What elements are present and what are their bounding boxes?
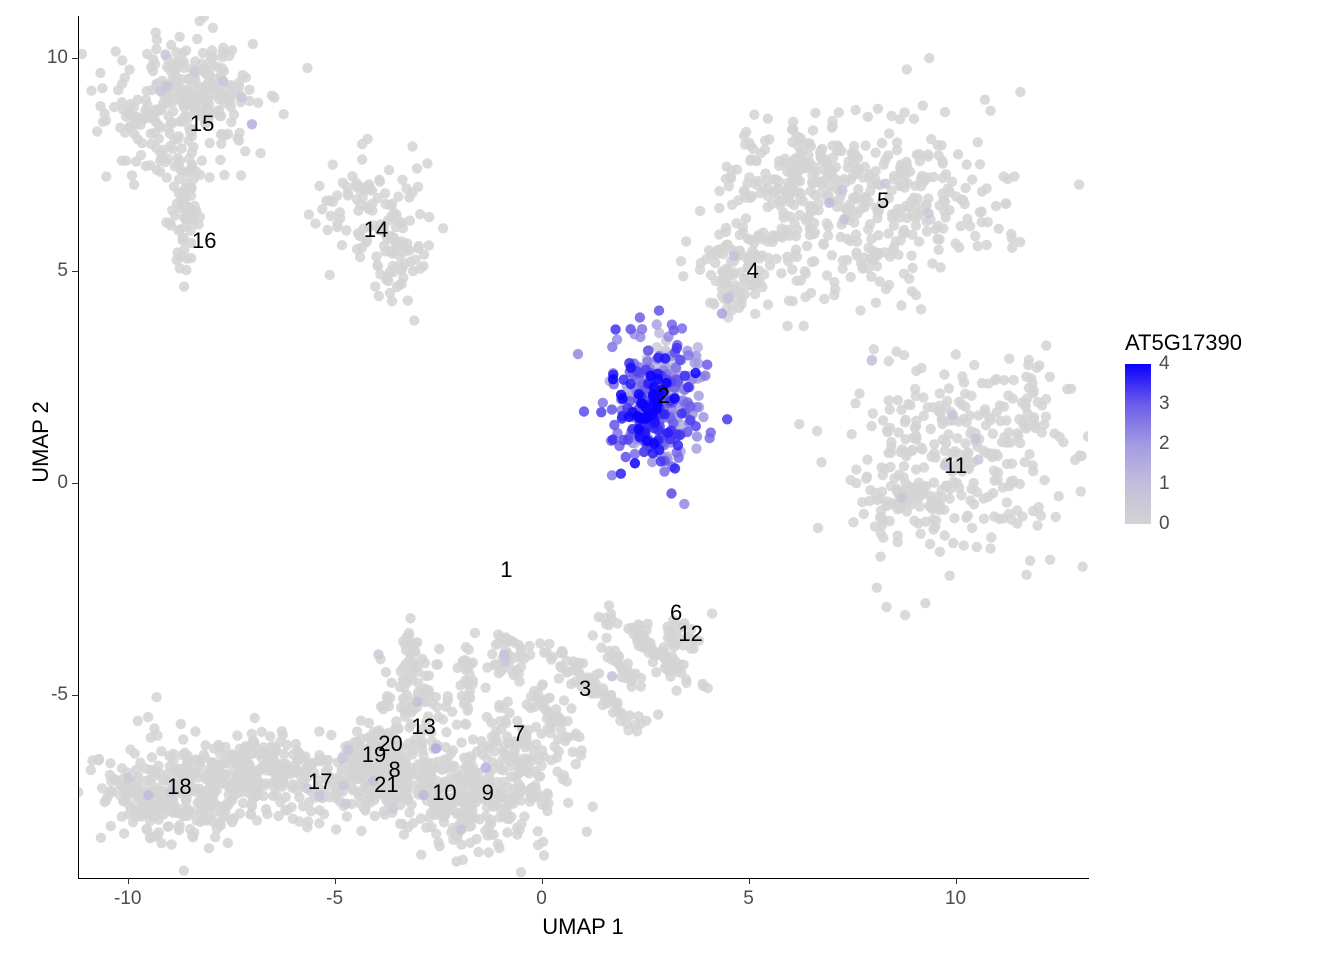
x-tick-label: 10 [945, 888, 966, 910]
x-tick-label: -5 [326, 888, 343, 910]
legend-tick-label: 1 [1159, 473, 1170, 495]
legend-tick-label: 3 [1159, 393, 1170, 415]
x-tick-label: -10 [114, 888, 141, 910]
y-tick-label: 10 [38, 47, 68, 69]
x-tick-label: 5 [743, 888, 754, 910]
y-tick-label: -5 [38, 684, 68, 706]
plot-panel [78, 16, 1088, 878]
umap-figure: -10-50510 -50510 UMAP 1 UMAP 2 123456789… [0, 0, 1344, 960]
legend-tick-label: 0 [1159, 513, 1170, 535]
legend-colorbar [1125, 364, 1151, 524]
y-axis-title: UMAP 2 [28, 392, 54, 492]
x-tick-label: 0 [536, 888, 547, 910]
scatter-layer [78, 16, 1088, 878]
color-legend: AT5G17390 01234 [1125, 330, 1242, 524]
y-tick-label: 5 [38, 260, 68, 282]
legend-tick-label: 4 [1159, 353, 1170, 375]
x-axis-title: UMAP 1 [533, 914, 633, 940]
legend-title: AT5G17390 [1125, 330, 1242, 356]
legend-tick-label: 2 [1159, 433, 1170, 455]
